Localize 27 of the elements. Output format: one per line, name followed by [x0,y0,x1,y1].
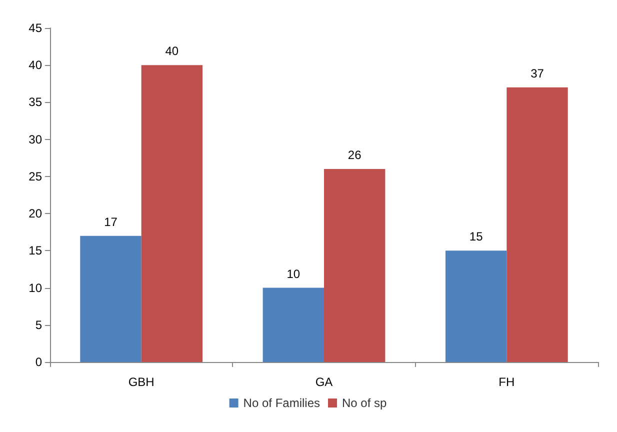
y-tick-label: 15 [28,244,42,258]
x-tick-label: GA [315,375,333,389]
data-label: 10 [286,266,300,281]
bar [324,169,386,362]
data-label: 26 [348,148,362,162]
y-tick-label: 25 [28,169,42,184]
data-label: 17 [104,214,118,229]
y-tick-label: 10 [28,280,42,295]
bar [262,288,324,362]
data-label: 37 [530,66,544,80]
bar [80,236,142,362]
data-label: 40 [165,44,179,58]
x-tick-label: FH [498,375,515,389]
legend-label: No of Families [243,396,320,410]
y-tick-label: 20 [28,206,42,221]
y-tick-label: 5 [35,318,42,332]
bar [141,65,203,362]
y-tick-label: 40 [28,58,42,72]
x-tick-label: GBH [128,375,154,389]
bar [445,250,507,362]
y-tick-label: 30 [28,132,42,146]
data-label: 15 [469,230,484,244]
y-tick-label: 0 [35,355,42,369]
y-tick-label: 45 [28,21,42,35]
legend-label: No of sp [342,396,388,410]
y-tick-label: 35 [28,95,42,110]
bar [506,87,568,362]
